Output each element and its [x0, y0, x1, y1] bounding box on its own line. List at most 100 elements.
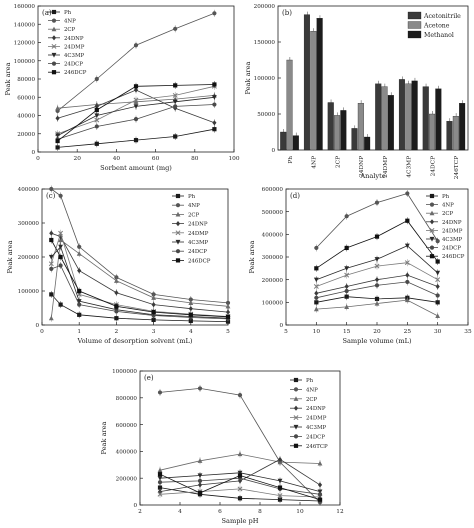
data-point: [277, 497, 283, 502]
panel-label: (d): [290, 192, 300, 200]
data-point: [313, 306, 319, 312]
bar: [292, 135, 299, 151]
x-tick-label: 6: [218, 509, 222, 515]
legend: Ph 4NP 2CP 24DNP 24DMP 4C3MP 24DCP 246DCP: [426, 193, 465, 260]
data-point: [374, 257, 380, 262]
data-point: [157, 491, 163, 497]
data-point: [76, 251, 82, 256]
x-tick-label: 100: [228, 156, 239, 162]
legend-marker: [175, 193, 181, 199]
legend-marker: [51, 9, 57, 15]
data-point: [374, 283, 380, 288]
y-tick-label: 600000: [262, 187, 284, 193]
data-point: [48, 254, 54, 260]
data-point: [435, 259, 440, 264]
data-point: [48, 315, 54, 321]
legend-label: Ph: [64, 10, 72, 16]
bar: [310, 31, 317, 151]
plot-frame: [139, 370, 341, 506]
bar: [452, 116, 459, 151]
data-point: [173, 104, 178, 109]
legend-label: 2CP: [442, 211, 454, 217]
x-tick-label: 24DMP: [383, 156, 389, 178]
legend-marker: [429, 254, 435, 259]
y-axis-label: Peak area: [4, 62, 12, 95]
legend-marker: [429, 227, 435, 233]
data-point: [157, 390, 163, 395]
y-tick-label: 50000: [257, 112, 275, 118]
bar: [446, 121, 453, 151]
legend-marker: [175, 258, 181, 263]
legend-marker: [293, 424, 299, 430]
legend-label: Methanol: [424, 32, 454, 39]
legend-marker: [293, 377, 299, 383]
data-point: [94, 103, 99, 109]
data-point: [114, 278, 119, 283]
legend-marker: [293, 396, 299, 401]
x-tick-label: 3: [152, 329, 156, 335]
data-point: [157, 476, 163, 481]
y-tick-label: 400000: [18, 187, 40, 193]
bar: [316, 18, 323, 151]
legend-marker: [51, 61, 57, 66]
x-tick-label: 15: [343, 329, 351, 335]
y-tick-label: 40000: [17, 114, 35, 120]
data-point: [237, 486, 243, 492]
data-point: [55, 105, 60, 111]
legend-marker: [293, 443, 299, 448]
legend-label: 246DCP: [64, 70, 87, 76]
bar: [375, 83, 382, 151]
data-point: [314, 245, 319, 251]
x-tick-label: 10: [296, 509, 304, 515]
x-tick-label: 2CP: [335, 156, 341, 168]
legend-marker: [293, 405, 299, 411]
x-tick-label: 20: [373, 329, 381, 335]
x-tick-label: 60: [152, 156, 160, 162]
data-point: [77, 312, 82, 317]
data-point: [55, 145, 60, 150]
data-point: [58, 263, 63, 268]
panel-label: (b): [282, 9, 292, 17]
data-point: [49, 266, 54, 271]
legend-label: 24DNP: [188, 222, 208, 228]
x-tick-label: 8: [258, 509, 262, 515]
legend-marker: [175, 239, 181, 245]
data-point: [435, 293, 440, 298]
legend-marker: [51, 52, 57, 58]
x-tick-label: 4C3MP: [407, 156, 413, 178]
y-tick-label: 300000: [262, 255, 284, 261]
data-point: [405, 272, 410, 278]
legend-marker: [51, 18, 57, 23]
data-point: [157, 485, 163, 490]
bar: [364, 136, 371, 151]
y-axis-label: Peak area: [6, 240, 14, 273]
bar: [398, 79, 405, 151]
legend-marker: [175, 249, 181, 254]
legend: Ph 4NP 2CP 24DNP 24DMP 4C3MP 24DCP 246DCP: [48, 9, 87, 76]
legend-label: Ph: [306, 378, 314, 384]
data-point: [344, 304, 350, 309]
data-point: [48, 261, 54, 267]
data-point: [313, 277, 319, 283]
legend-marker: [51, 35, 57, 41]
data-point: [374, 263, 380, 269]
legend-marker: [429, 219, 435, 225]
data-point: [317, 497, 323, 502]
y-tick-label: 200000: [116, 476, 138, 482]
y-tick-label: 80000: [17, 77, 35, 83]
y-tick-label: 140000: [14, 22, 36, 28]
data-point: [94, 141, 99, 146]
data-point: [313, 284, 319, 289]
data-point: [344, 288, 349, 294]
data-point: [225, 309, 231, 315]
data-point: [58, 302, 63, 307]
data-point: [317, 492, 323, 497]
data-point: [374, 300, 380, 306]
legend-label: 2CP: [64, 27, 76, 33]
data-point: [114, 316, 119, 321]
data-point: [212, 102, 217, 107]
data-point: [314, 266, 319, 271]
x-tick-label: 35: [464, 329, 472, 335]
data-point: [404, 297, 410, 303]
